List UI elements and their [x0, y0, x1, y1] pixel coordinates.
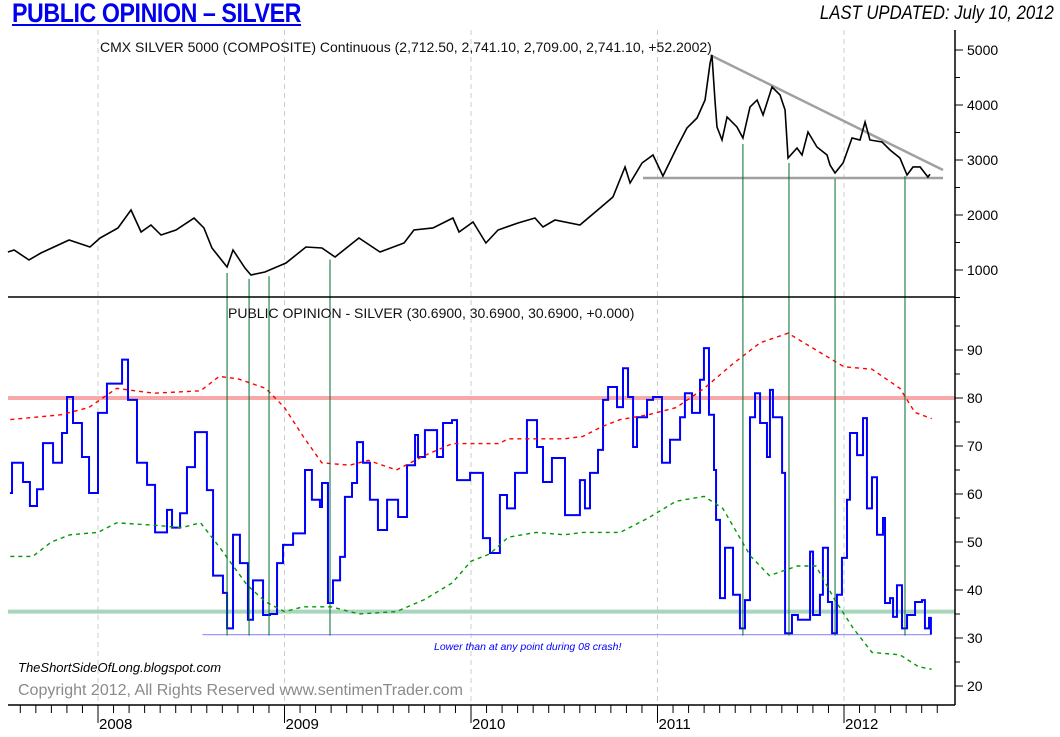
- crash-annotation: Lower than at any point during 08 crash!: [434, 641, 621, 653]
- page-title[interactable]: PUBLIC OPINION – SILVER: [12, 0, 302, 28]
- year-gridlines: [97, 30, 845, 705]
- year-tick-label: 2008: [99, 716, 132, 733]
- opinion-tick-label: 70: [967, 438, 983, 454]
- opinion-tick-label: 20: [967, 678, 983, 694]
- lower-band-line: [10, 495, 932, 670]
- year-tick-label: 2011: [659, 716, 691, 733]
- opinion-tick-label: 40: [967, 582, 983, 598]
- opinion-tick-label: 80: [967, 390, 983, 406]
- price-tick-label: 3000: [967, 152, 998, 168]
- opinion-tick-label: 30: [967, 630, 983, 646]
- price-tick-label: 1000: [967, 262, 998, 278]
- resistance-trendline: [709, 53, 944, 172]
- price-tick-label: 2000: [967, 207, 998, 223]
- price-tick-label: 4000: [967, 97, 998, 113]
- opinion-chart-title: PUBLIC OPINION - SILVER (30.6900, 30.690…: [228, 305, 634, 321]
- opinion-tick-label: 90: [967, 342, 983, 358]
- year-tick-label: 2010: [472, 716, 505, 733]
- price-chart-title: CMX SILVER 5000 (COMPOSITE) Continuous (…: [100, 39, 712, 55]
- last-updated-label: LAST UPDATED: July 10, 2012: [820, 3, 1054, 24]
- signal-lines: [226, 144, 906, 636]
- opinion-tick-label: 50: [967, 534, 983, 550]
- copyright-text: Copyright 2012, All Rights Reserved www.…: [18, 682, 463, 699]
- series-layer: [7, 53, 944, 670]
- blog-credit: TheShortSideOfLong.blogspot.com: [18, 660, 221, 675]
- silver-price-line: [7, 54, 931, 276]
- price-tick-label: 5000: [967, 42, 998, 58]
- year-tick-label: 2012: [845, 716, 878, 733]
- public-opinion-line: [9, 347, 932, 635]
- axes: 1000 2000 3000 4000 5000 20 30 40 50 60 70 80 90 2008…: [8, 30, 998, 733]
- year-tick-label: 2009: [286, 716, 319, 733]
- reference-lines: [8, 396, 955, 636]
- opinion-tick-label: 60: [967, 486, 983, 502]
